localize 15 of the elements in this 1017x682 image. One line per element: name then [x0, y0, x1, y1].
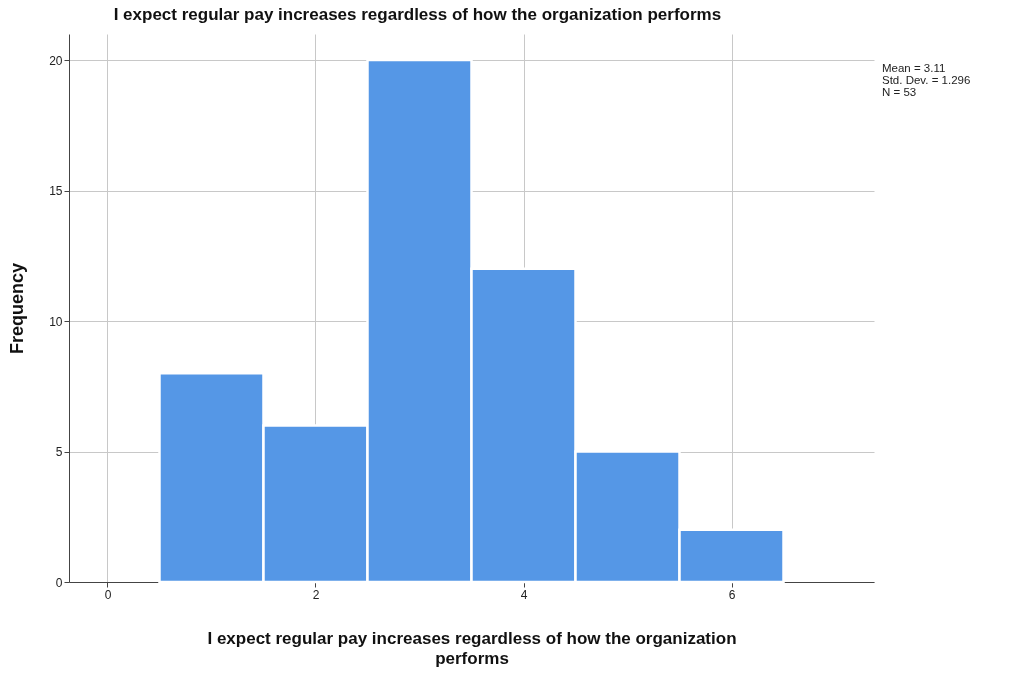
text: Std. Dev. = 1.296 [882, 74, 971, 86]
text: N = 53 [882, 86, 917, 98]
x-tick-label: 0 [104, 587, 112, 602]
x-tick-label: 2 [312, 587, 320, 602]
text: Mean = 3.11 [882, 62, 946, 74]
y-tick-label: 10 [49, 314, 63, 329]
y-tick-label: 20 [49, 53, 63, 68]
y-tick-label: 15 [49, 184, 63, 199]
y-tick-label: 5 [55, 445, 63, 460]
chart-title: I expect regular pay increases regardless of how the organization performs [113, 5, 722, 24]
x-tick-label: 6 [728, 587, 736, 602]
y-tick-label: 0 [55, 575, 63, 590]
y-axis-title: Frequency [7, 262, 28, 355]
x-axis-title: I expect regular pay increases regardless of how the organization performs [207, 628, 737, 668]
x-tick-label: 4 [520, 587, 528, 602]
